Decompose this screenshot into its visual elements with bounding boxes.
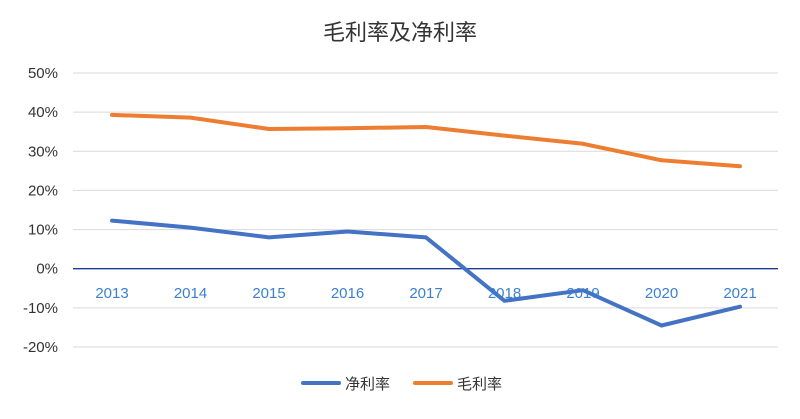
x-axis-tick-labels: 2013 2014 2015 2016 2017 2018 2019 2020 2021	[95, 285, 756, 302]
x-tick-label: 2014	[174, 285, 207, 302]
y-tick-label: -20%	[23, 339, 58, 356]
y-tick-label: -10%	[23, 300, 58, 317]
gridlines	[73, 72, 778, 348]
y-tick-label: 20%	[28, 182, 58, 199]
legend-label: 净利率	[345, 375, 390, 393]
y-tick-label: 30%	[28, 143, 58, 160]
y-tick-label: 10%	[28, 222, 58, 239]
x-tick-label: 2013	[95, 285, 128, 302]
legend: 净利率 毛利率	[301, 375, 502, 393]
x-tick-label: 2021	[723, 285, 756, 302]
series-lines	[110, 112, 742, 328]
x-tick-label: 2018	[488, 285, 521, 302]
series-line-毛利率	[110, 112, 742, 169]
x-tick-label: 2020	[645, 285, 678, 302]
y-axis-tick-labels: 50% 40% 30% 20% 10% 0% -10% -20%	[23, 65, 58, 356]
y-tick-label: 50%	[28, 65, 58, 82]
x-tick-label: 2015	[252, 285, 285, 302]
x-tick-label: 2017	[409, 285, 442, 302]
x-tick-label: 2019	[566, 285, 599, 302]
series-line-净利率	[110, 218, 742, 328]
y-tick-label: 40%	[28, 104, 58, 121]
chart-title: 毛利率及净利率	[323, 21, 477, 46]
y-tick-label: 0%	[36, 261, 58, 278]
x-tick-label: 2016	[331, 285, 364, 302]
legend-label: 毛利率	[457, 375, 502, 393]
